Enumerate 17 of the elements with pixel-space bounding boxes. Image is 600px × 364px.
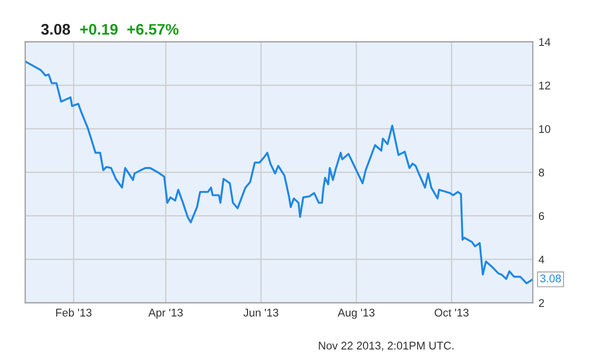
y-tick-label: 6: [538, 212, 544, 220]
line-series: [25, 60, 533, 284]
chart-subtitle: +0.19 +6.57%: [80, 24, 179, 35]
x-tick-label: Apr '13: [148, 308, 183, 319]
y-tick-label: 8: [538, 168, 544, 176]
y-tick-label: 2: [538, 299, 544, 307]
x-tick-label: Jun '13: [243, 308, 278, 317]
text: Nov 22 2013, 2:01PM UTC.: [318, 342, 454, 351]
x-tick-label: Aug '13: [338, 308, 374, 319]
x-tick-label: Feb '13: [56, 308, 92, 317]
y-tick-label: 12: [539, 82, 550, 90]
x-tick-label: Oct '13: [434, 308, 469, 317]
chart-title: 3.08: [41, 24, 70, 35]
y-tick-label: 4: [538, 256, 544, 264]
y-tick-label: 14: [539, 38, 550, 46]
y-tick-label: 10: [539, 125, 550, 133]
annotation: 3.08: [540, 274, 561, 282]
